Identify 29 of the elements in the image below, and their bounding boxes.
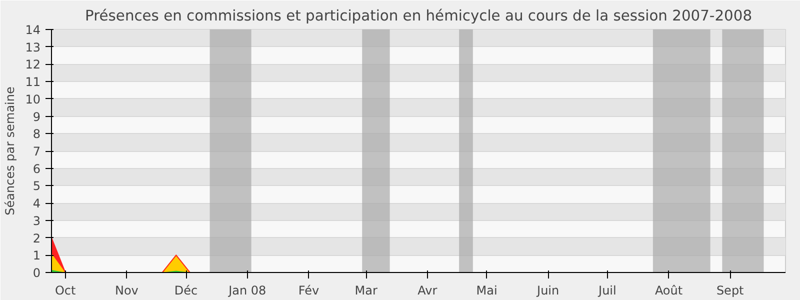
- x-tick-label: Jan 08: [228, 284, 266, 298]
- y-tick-label: 2: [32, 231, 41, 246]
- x-tick-label: Oct: [54, 284, 76, 298]
- x-tick-label: Mar: [354, 284, 378, 298]
- y-tick-label: 4: [32, 196, 41, 211]
- y-tick-label: 10: [25, 92, 41, 106]
- x-tick-label: Mai: [476, 284, 498, 298]
- x-tick-label: Juin: [536, 284, 560, 298]
- x-tick-label: Avr: [418, 284, 438, 298]
- y-tick-label: 12: [25, 58, 41, 72]
- x-tick-label: Sept: [716, 284, 744, 298]
- x-tick-label: Nov: [114, 284, 138, 298]
- y-tick-label: 0: [32, 266, 41, 280]
- x-tick-label: Juil: [598, 284, 616, 298]
- y-tick-label: 3: [32, 214, 41, 228]
- y-tick-label: 7: [32, 144, 41, 158]
- y-tick-label: 6: [32, 162, 41, 176]
- y-tick-label: 13: [25, 40, 41, 54]
- x-tick-label: Fév: [298, 284, 320, 298]
- y-axis-title: Séances par semaine: [3, 86, 18, 216]
- y-tick-label: 9: [32, 110, 41, 124]
- y-tick-label: 8: [32, 127, 41, 142]
- chart-title: Présences en commissions et participation en hémicycle au cours de la session 2007-2008: [84, 8, 752, 24]
- y-tick-label: 5: [32, 179, 41, 194]
- x-tick-label: Déc: [174, 284, 198, 298]
- y-tick-label: 11: [25, 75, 41, 90]
- y-tick-label: 14: [25, 23, 41, 37]
- x-tick-label: Août: [654, 284, 683, 298]
- y-tick-label: 1: [32, 248, 41, 263]
